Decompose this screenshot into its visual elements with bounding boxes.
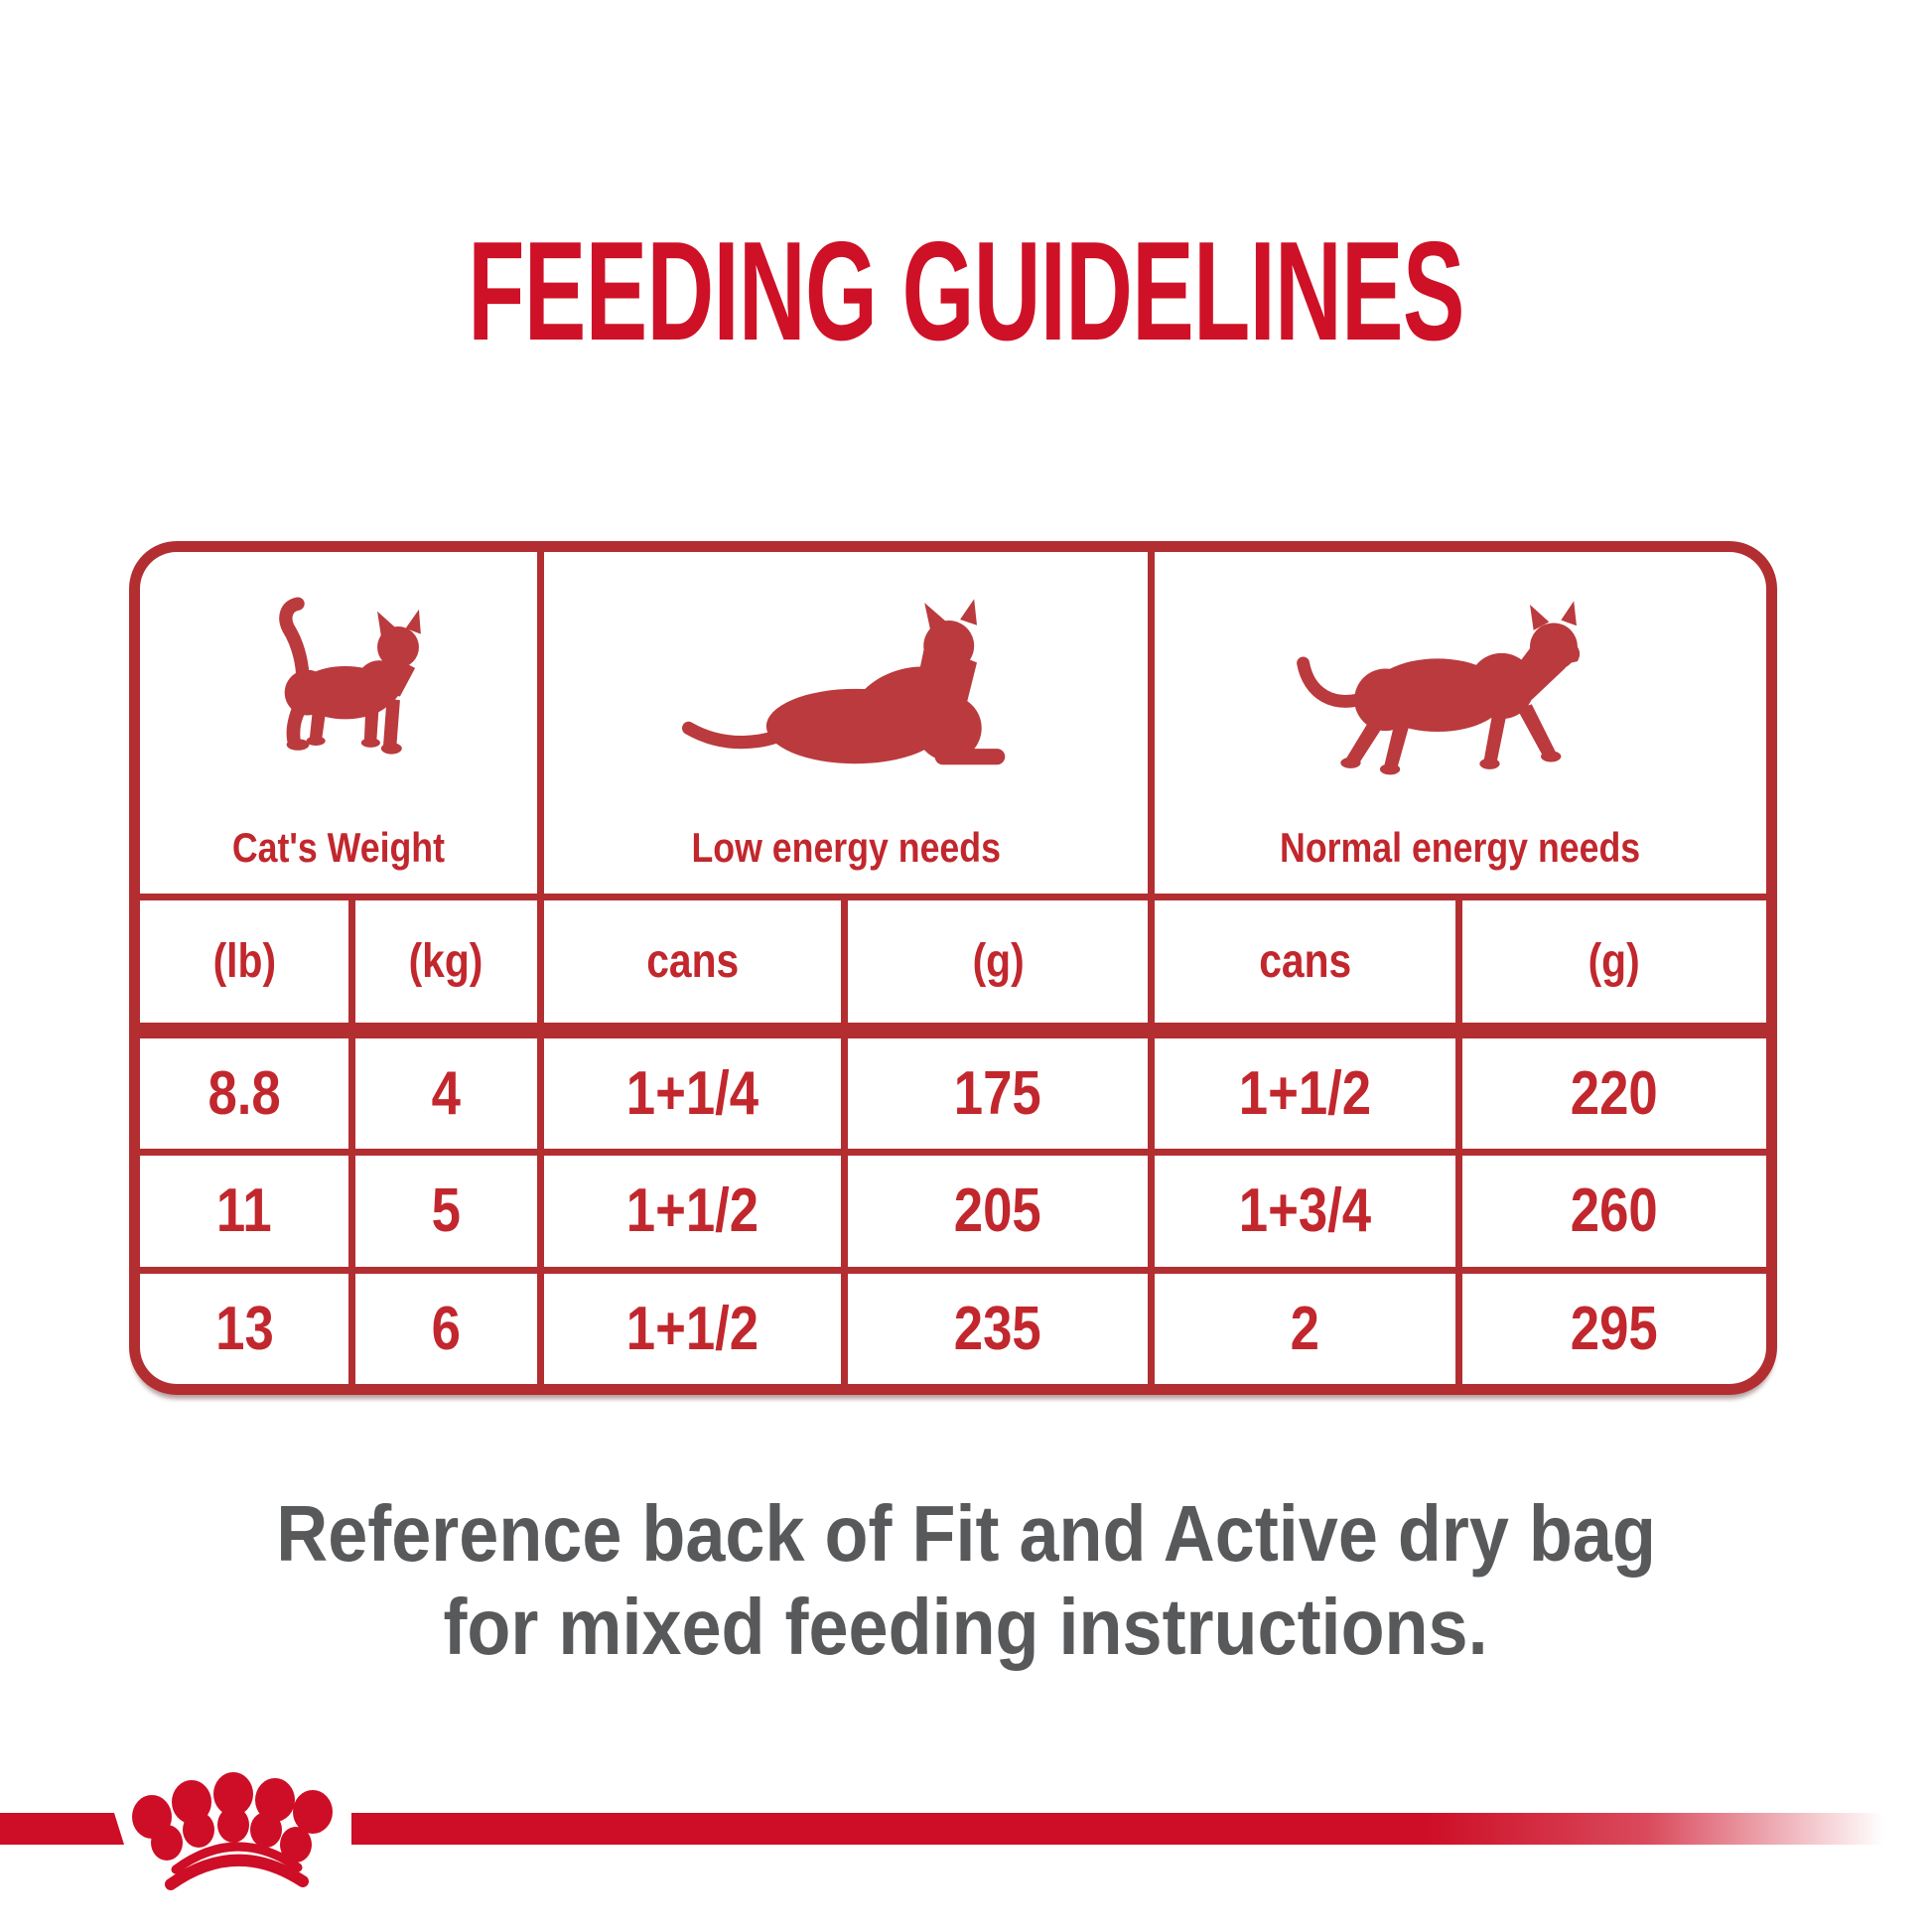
group-label-normal-energy: Normal energy needs xyxy=(1280,824,1641,871)
table-cell: 205 xyxy=(848,1156,1148,1267)
table-cell: 235 xyxy=(848,1273,1148,1384)
table-cell: 6 xyxy=(354,1273,537,1384)
table-cell: 11 xyxy=(140,1156,348,1267)
column-header-normal-g: (g) xyxy=(1461,900,1766,1032)
column-header-low-g: (g) xyxy=(848,900,1148,1032)
group-label-cats-weight: Cat's Weight xyxy=(231,824,445,871)
table-cell: 8.8 xyxy=(140,1038,348,1150)
group-label-low-energy: Low energy needs xyxy=(691,824,1001,871)
group-header-low-energy: Low energy needs xyxy=(543,552,1148,894)
footnote-line-1: Reference back of Fit and Active dry bag xyxy=(276,1489,1656,1578)
footnote-text: Reference back of Fit and Active dry bag… xyxy=(0,1487,1932,1674)
table-cell: 1+1/2 xyxy=(543,1156,842,1267)
table-cell: 1+3/4 xyxy=(1154,1156,1455,1267)
brand-band-right xyxy=(351,1813,1932,1845)
page-title: FEEDING GUIDELINES xyxy=(468,212,1464,370)
table-cell: 5 xyxy=(354,1156,537,1267)
table-cell: 1+1/2 xyxy=(1154,1038,1455,1150)
footnote-line-2: for mixed feeding instructions. xyxy=(443,1583,1489,1671)
royal-canin-crown-logo xyxy=(132,1772,333,1890)
standing-cat-icon xyxy=(140,552,537,820)
walking-cat-icon xyxy=(1155,552,1766,820)
table-cell: 1+1/4 xyxy=(543,1038,842,1150)
table-cell: 1+1/2 xyxy=(543,1273,842,1384)
column-header-normal-cans: cans xyxy=(1154,900,1455,1032)
brand-band-left xyxy=(0,1813,124,1845)
column-header-lb: (lb) xyxy=(140,900,348,1032)
group-header-normal-energy: Normal energy needs xyxy=(1154,552,1766,894)
feeding-table: Cat's Weight Low energy needs xyxy=(129,541,1777,1395)
lying-cat-icon xyxy=(544,552,1148,820)
table-cell: 295 xyxy=(1461,1273,1766,1384)
column-header-low-cans: cans xyxy=(543,900,842,1032)
column-header-kg: (kg) xyxy=(354,900,537,1032)
table-cell: 260 xyxy=(1461,1156,1766,1267)
table-cell: 13 xyxy=(140,1273,348,1384)
group-header-cats-weight: Cat's Weight xyxy=(140,552,537,894)
table-cell: 4 xyxy=(354,1038,537,1150)
table-cell: 220 xyxy=(1461,1038,1766,1150)
table-cell: 175 xyxy=(848,1038,1148,1150)
table-cell: 2 xyxy=(1154,1273,1455,1384)
